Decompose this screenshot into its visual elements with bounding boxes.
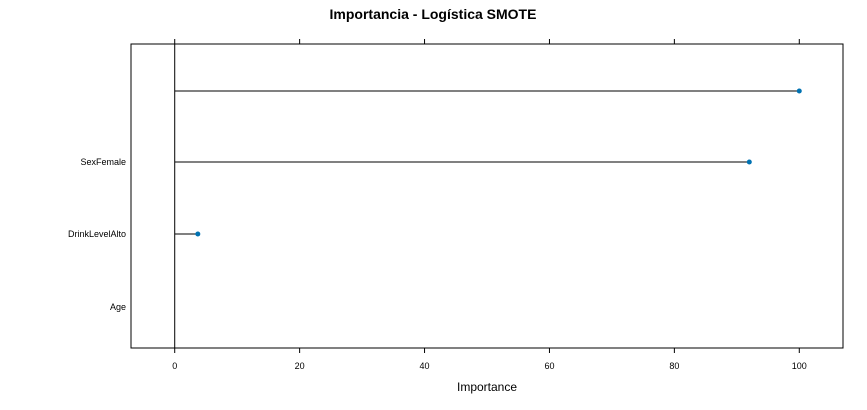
x-tick-label: 80 (669, 361, 679, 371)
importance-point (195, 231, 201, 237)
y-tick-label: Age (110, 302, 126, 312)
x-axis: 0 20 40 60 80 100 (172, 39, 807, 371)
y-tick-label: DrinkLevelAlto (68, 229, 126, 239)
plot-frame (130, 43, 844, 349)
chart-title: Importancia - Logística SMOTE (330, 6, 537, 22)
x-axis-label: Importance (457, 380, 517, 394)
x-tick-label: 60 (544, 361, 554, 371)
y-axis: SexFemale DrinkLevelAlto Age (68, 157, 126, 312)
x-tick-label: 0 (172, 361, 177, 371)
chart-marks (174, 88, 802, 237)
x-tick-label: 100 (792, 361, 807, 371)
x-tick-label: 20 (295, 361, 305, 371)
importance-point (746, 159, 752, 165)
y-tick-label: SexFemale (80, 157, 126, 167)
x-tick-label: 40 (420, 361, 430, 371)
importance-point (796, 88, 802, 94)
